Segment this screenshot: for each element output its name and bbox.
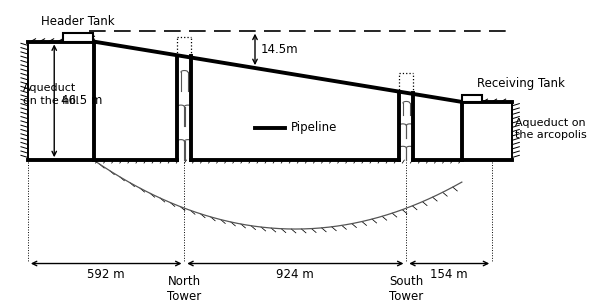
Bar: [462, 95, 482, 102]
Text: Receiving Tank: Receiving Tank: [477, 77, 565, 90]
Text: North
Tower: North Tower: [167, 275, 202, 303]
Bar: [64, 33, 92, 42]
Text: 46.5 m: 46.5 m: [61, 94, 102, 107]
Text: 592 m: 592 m: [88, 268, 125, 281]
Text: Pipeline: Pipeline: [292, 121, 338, 134]
Text: Aqueduct on
the arcopolis: Aqueduct on the arcopolis: [515, 118, 587, 140]
Text: South
Tower: South Tower: [389, 275, 424, 303]
Text: Aqueduct
on the hill: Aqueduct on the hill: [23, 83, 79, 106]
Text: 924 m: 924 m: [277, 268, 314, 281]
Text: 154 m: 154 m: [430, 268, 468, 281]
Text: Header Tank: Header Tank: [41, 15, 115, 28]
Text: 14.5m: 14.5m: [261, 43, 299, 56]
